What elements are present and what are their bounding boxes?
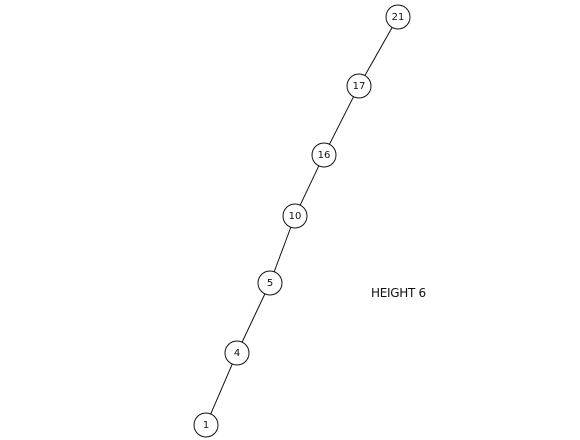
edge-5-4 bbox=[241, 293, 266, 343]
tree-nodes: 21 17 16 10 5 4 1 bbox=[193, 4, 411, 438]
node-circle bbox=[282, 203, 308, 229]
node-label: 21 bbox=[392, 12, 405, 23]
node-label: 17 bbox=[353, 81, 366, 92]
edge-17-16 bbox=[328, 96, 355, 145]
tree-node-4: 4 bbox=[224, 340, 250, 366]
edge-4-1 bbox=[210, 363, 233, 415]
tree-node-21: 21 bbox=[385, 4, 411, 30]
node-circle bbox=[311, 142, 337, 168]
tree-node-1: 1 bbox=[193, 412, 219, 438]
node-label: 16 bbox=[318, 150, 331, 161]
tree-edges bbox=[210, 27, 393, 415]
edge-21-17 bbox=[364, 27, 393, 76]
edge-10-5 bbox=[273, 227, 292, 272]
node-circle bbox=[193, 412, 219, 438]
node-circle bbox=[257, 270, 283, 296]
tree-node-5: 5 bbox=[257, 270, 283, 296]
tree-node-16: 16 bbox=[311, 142, 337, 168]
height-label: HEIGHT 6 bbox=[371, 286, 426, 300]
node-circle bbox=[224, 340, 250, 366]
node-label: 1 bbox=[203, 420, 209, 431]
node-label: 4 bbox=[234, 348, 240, 359]
node-circle bbox=[385, 4, 411, 30]
node-circle bbox=[346, 73, 372, 99]
tree-node-17: 17 bbox=[346, 73, 372, 99]
edge-16-10 bbox=[299, 165, 320, 206]
tree-node-10: 10 bbox=[282, 203, 308, 229]
node-label: 10 bbox=[289, 211, 302, 222]
node-label: 5 bbox=[267, 278, 273, 289]
